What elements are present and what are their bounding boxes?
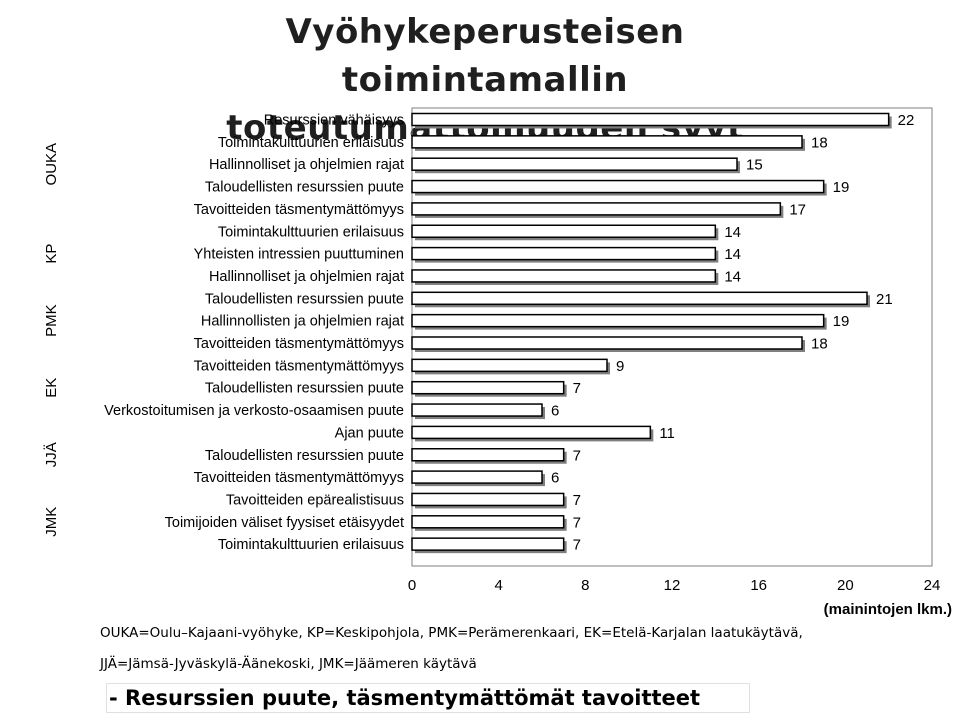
x-axis: 0 4 8 12 16 20 24 [408, 577, 941, 594]
data-label: 17 [789, 201, 806, 218]
data-label: 21 [876, 291, 893, 308]
bar [411, 224, 717, 238]
footer-summary: - Resurssien puute, täsmentymättömät tav… [106, 683, 750, 713]
data-label: 7 [573, 447, 581, 464]
data-label: 22 [898, 112, 915, 129]
bar [411, 112, 890, 127]
group-labels: OUKA KP PMK EK JJÄ JMK [43, 143, 60, 537]
data-label: 7 [573, 514, 581, 531]
x-tick-label: 12 [664, 577, 681, 594]
bar [411, 448, 565, 462]
bar [411, 313, 825, 328]
data-label: 19 [833, 313, 850, 330]
data-label: 19 [833, 179, 850, 196]
x-axis-label: (mainintojen lkm.) [824, 601, 952, 618]
category-label: Hallinnolliset ja ohjelmien rajat [209, 269, 404, 285]
category-label: Toimintakulttuurien erilaisuus [218, 224, 404, 240]
group-label: OUKA [43, 143, 60, 186]
data-label: 18 [811, 134, 828, 151]
x-tick-label: 8 [581, 577, 589, 594]
group-label: JMK [43, 507, 60, 537]
category-label: Toimijoiden väliset fyysiset etäisyydet [165, 515, 404, 531]
bar [411, 425, 652, 440]
data-label: 14 [724, 246, 741, 263]
category-label: Toimintakulttuurien erilaisuus [218, 135, 404, 151]
bar [411, 358, 608, 373]
data-label: 14 [724, 268, 741, 285]
bar [411, 470, 543, 484]
legend-line-1: OUKA=Oulu–Kajaani-vyöhyke, KP=Keskipohjo… [100, 625, 803, 641]
bar [411, 202, 782, 216]
x-tick-label: 20 [837, 577, 854, 594]
category-label: Taloudellisten resurssien puute [205, 291, 404, 307]
data-label: 7 [573, 492, 581, 509]
category-label: Verkostoitumisen ja verkosto-osaamisen p… [104, 403, 404, 419]
category-label: Taloudellisten resurssien puute [205, 448, 404, 464]
data-label: 14 [724, 224, 741, 241]
legend: OUKA=Oulu–Kajaani-vyöhyke, KP=Keskipohjo… [100, 618, 860, 680]
category-label: Tavoitteiden täsmentymättömyys [194, 336, 404, 352]
category-label: Tavoitteiden täsmentymättömyys [194, 202, 404, 218]
category-label: Tavoitteiden täsmentymättömyys [194, 358, 404, 374]
category-label: Hallinnollisten ja ohjelmien rajat [201, 314, 404, 330]
data-label: 9 [616, 358, 624, 375]
category-label: Ajan puute [335, 425, 404, 441]
data-label: 6 [551, 470, 559, 487]
bar [411, 515, 565, 529]
bar [411, 246, 717, 261]
bar [411, 157, 738, 171]
category-label: Toimintakulttuurien erilaisuus [218, 537, 404, 553]
data-label: 7 [573, 380, 581, 397]
x-tick-label: 0 [408, 577, 416, 594]
bar [411, 336, 803, 350]
category-label: Hallinnolliset ja ohjelmien rajat [209, 157, 404, 173]
bar [411, 269, 717, 283]
category-labels: Resurssien vähäisyys Toimintakulttuurien … [104, 113, 404, 554]
bar [411, 403, 543, 417]
x-tick-label: 16 [750, 577, 767, 594]
group-label: JJÄ [43, 442, 60, 467]
bar [411, 537, 565, 551]
category-label: Resurssien vähäisyys [264, 113, 404, 129]
category-label: Yhteisten intressien puuttuminen [194, 247, 404, 263]
group-label: PMK [43, 304, 60, 337]
data-label: 11 [659, 425, 675, 442]
category-label: Taloudellisten resurssien puute [205, 180, 404, 196]
bar [411, 291, 868, 306]
bar [411, 179, 825, 194]
x-tick-label: 4 [494, 577, 502, 594]
category-label: Tavoitteiden täsmentymättömyys [194, 470, 404, 486]
data-label: 6 [551, 403, 559, 420]
bar [411, 135, 803, 149]
bar [411, 380, 565, 395]
data-label: 15 [746, 157, 763, 174]
category-label: Tavoitteiden epärealistisuus [226, 492, 404, 508]
bar [411, 492, 565, 507]
legend-line-2: JJÄ=Jämsä-Jyväskylä-Äänekoski, JMK=Jääme… [100, 656, 477, 672]
data-label: 7 [573, 537, 581, 554]
category-label: Taloudellisten resurssien puute [205, 381, 404, 397]
x-tick-label: 24 [924, 577, 941, 594]
group-label: EK [43, 378, 60, 398]
group-label: KP [43, 244, 60, 264]
data-label: 18 [811, 336, 828, 353]
